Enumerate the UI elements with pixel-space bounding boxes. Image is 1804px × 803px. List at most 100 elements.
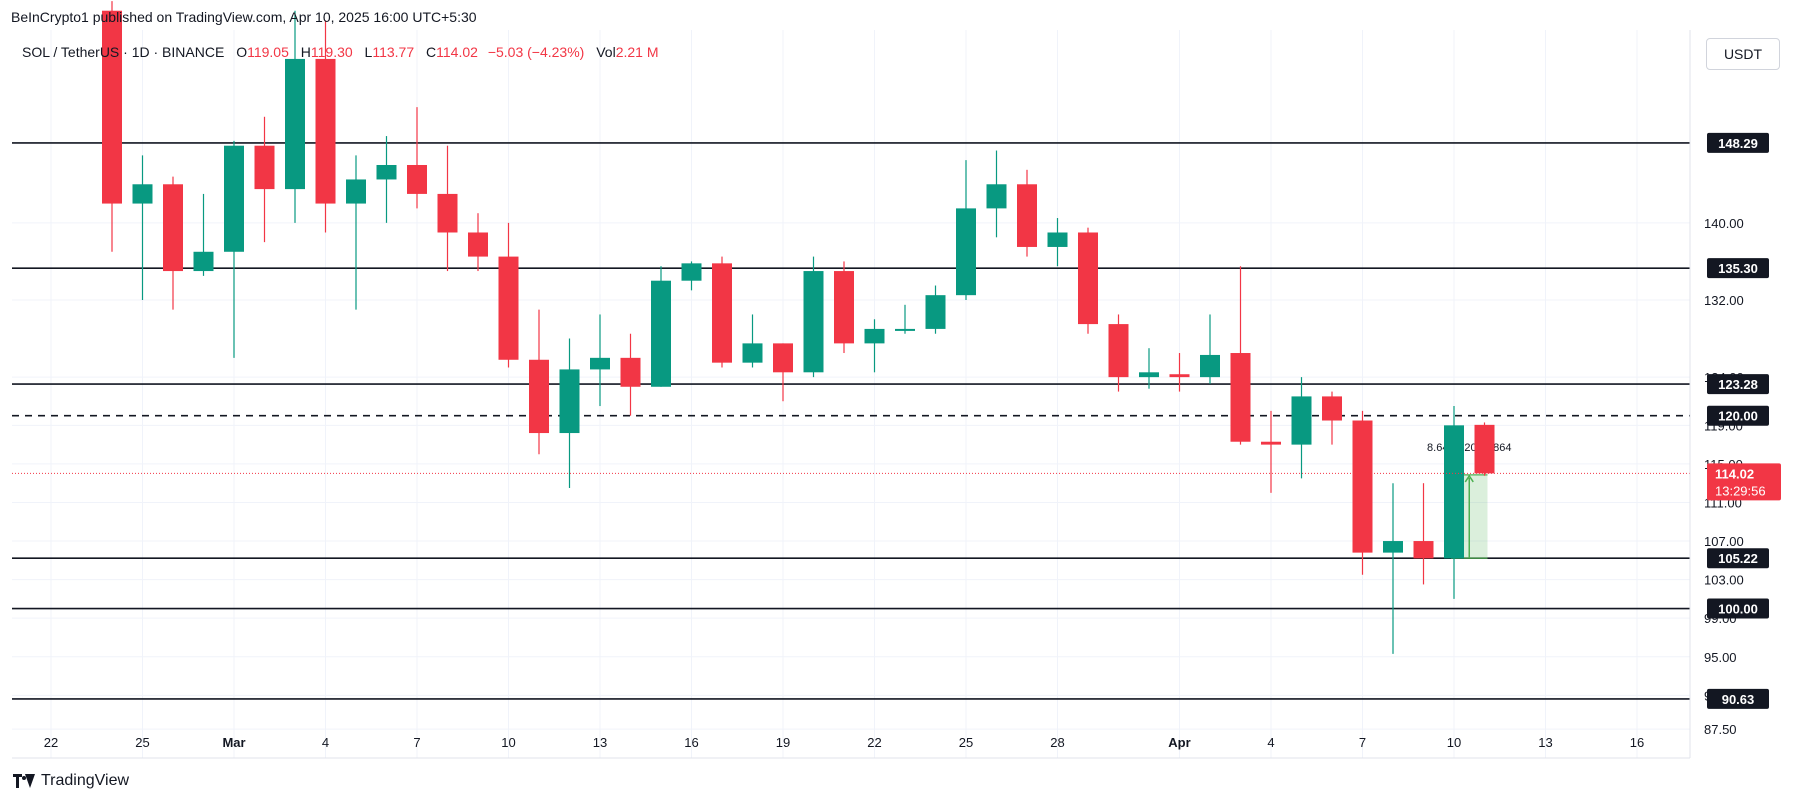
candle[interactable]: [315, 20, 336, 233]
candles[interactable]: [102, 1, 1495, 654]
candle[interactable]: [346, 155, 366, 310]
candle-body[interactable]: [315, 58, 336, 204]
time-axis[interactable]: 22 25 Mar 4 7 10 13 16 19 22 25 28 Apr 4 7 10 13 16: [44, 735, 1644, 750]
candle-body[interactable]: [773, 343, 793, 373]
candle[interactable]: [1169, 353, 1190, 392]
candle-body[interactable]: [1108, 324, 1129, 378]
candle[interactable]: [1139, 348, 1159, 389]
candle[interactable]: [1200, 314, 1220, 384]
candle[interactable]: [712, 256, 732, 368]
time-tick-label: 13: [593, 735, 607, 750]
symbol-title[interactable]: SOL / TetherUS · 1D · BINANCE: [22, 44, 225, 60]
candle-body[interactable]: [1047, 232, 1068, 247]
candle-body[interactable]: [1352, 420, 1373, 553]
candle-body[interactable]: [895, 328, 915, 331]
candle[interactable]: [1413, 483, 1434, 585]
candle[interactable]: [376, 136, 397, 223]
candle[interactable]: [1261, 410, 1281, 493]
candle[interactable]: [193, 193, 214, 276]
candle-body[interactable]: [376, 164, 397, 180]
candle-body[interactable]: [163, 184, 183, 272]
candle-body[interactable]: [559, 369, 580, 434]
candle[interactable]: [498, 222, 519, 368]
candle-body[interactable]: [1200, 354, 1220, 378]
candle[interactable]: [590, 314, 610, 407]
candle-body[interactable]: [834, 271, 854, 344]
candle-body[interactable]: [1444, 425, 1464, 559]
candle-body[interactable]: [254, 145, 275, 190]
candle[interactable]: [1017, 169, 1037, 257]
candle-body[interactable]: [1017, 184, 1037, 247]
candle[interactable]: [132, 155, 153, 300]
candle[interactable]: [437, 145, 458, 272]
candle-body[interactable]: [742, 343, 763, 363]
horizontal-levels[interactable]: [12, 142, 1690, 700]
candle-body[interactable]: [1322, 396, 1342, 421]
candle[interactable]: [407, 107, 427, 209]
candle[interactable]: [773, 343, 793, 402]
candle-body[interactable]: [803, 271, 824, 373]
candle-body[interactable]: [1169, 374, 1190, 378]
tradingview-brand[interactable]: TradingView: [13, 772, 129, 790]
candle-body[interactable]: [956, 208, 976, 296]
candle-body[interactable]: [925, 295, 946, 329]
candle-body[interactable]: [346, 179, 366, 204]
candle-body[interactable]: [498, 256, 519, 360]
candle-body[interactable]: [102, 10, 122, 204]
candle[interactable]: [864, 319, 885, 373]
candle-body[interactable]: [407, 164, 427, 194]
candle[interactable]: [895, 304, 915, 334]
currency-button[interactable]: USDT: [1706, 38, 1780, 70]
candle[interactable]: [620, 333, 641, 416]
candle[interactable]: [1352, 410, 1373, 575]
candle[interactable]: [1291, 377, 1312, 479]
candle-body[interactable]: [1230, 353, 1251, 442]
candle-body[interactable]: [132, 184, 153, 204]
candle-body[interactable]: [285, 58, 305, 190]
candle[interactable]: [1078, 227, 1098, 334]
candle[interactable]: [1444, 406, 1464, 599]
candle[interactable]: [1474, 422, 1495, 476]
candle[interactable]: [742, 314, 763, 368]
candle-body[interactable]: [1139, 372, 1159, 378]
candle[interactable]: [224, 140, 244, 358]
candle-body[interactable]: [620, 357, 641, 387]
candle-body[interactable]: [712, 263, 732, 363]
candle-body[interactable]: [1413, 541, 1434, 559]
candle[interactable]: [1322, 391, 1342, 445]
candle[interactable]: [559, 338, 580, 489]
candle[interactable]: [986, 150, 1007, 238]
candle[interactable]: [651, 266, 671, 387]
candle-body[interactable]: [193, 251, 214, 272]
candle-body[interactable]: [1078, 232, 1098, 325]
candle-body[interactable]: [224, 145, 244, 252]
candle-body[interactable]: [529, 359, 549, 434]
candle[interactable]: [681, 261, 702, 291]
candle[interactable]: [956, 160, 976, 300]
candle-body[interactable]: [468, 232, 488, 257]
candle[interactable]: [1230, 266, 1251, 445]
candle-body[interactable]: [864, 328, 885, 344]
candle-body[interactable]: [681, 263, 702, 281]
candle[interactable]: [254, 116, 275, 243]
candle-body[interactable]: [1261, 441, 1281, 445]
candle[interactable]: [468, 213, 488, 272]
candle-body[interactable]: [1383, 541, 1403, 553]
candle[interactable]: [803, 256, 824, 378]
candle-body[interactable]: [986, 184, 1007, 209]
candle[interactable]: [285, 10, 305, 223]
candle-body[interactable]: [1291, 396, 1312, 445]
candle[interactable]: [1047, 218, 1068, 267]
candle-body[interactable]: [437, 193, 458, 233]
candle[interactable]: [529, 309, 549, 455]
candle-body[interactable]: [590, 357, 610, 370]
candle[interactable]: [834, 261, 854, 354]
candle[interactable]: [163, 176, 183, 310]
candle[interactable]: [102, 1, 122, 252]
candle[interactable]: [925, 285, 946, 334]
candle[interactable]: [1383, 483, 1403, 654]
candle[interactable]: [1108, 314, 1129, 392]
candle-body[interactable]: [651, 280, 671, 387]
candle-body[interactable]: [1474, 424, 1495, 474]
